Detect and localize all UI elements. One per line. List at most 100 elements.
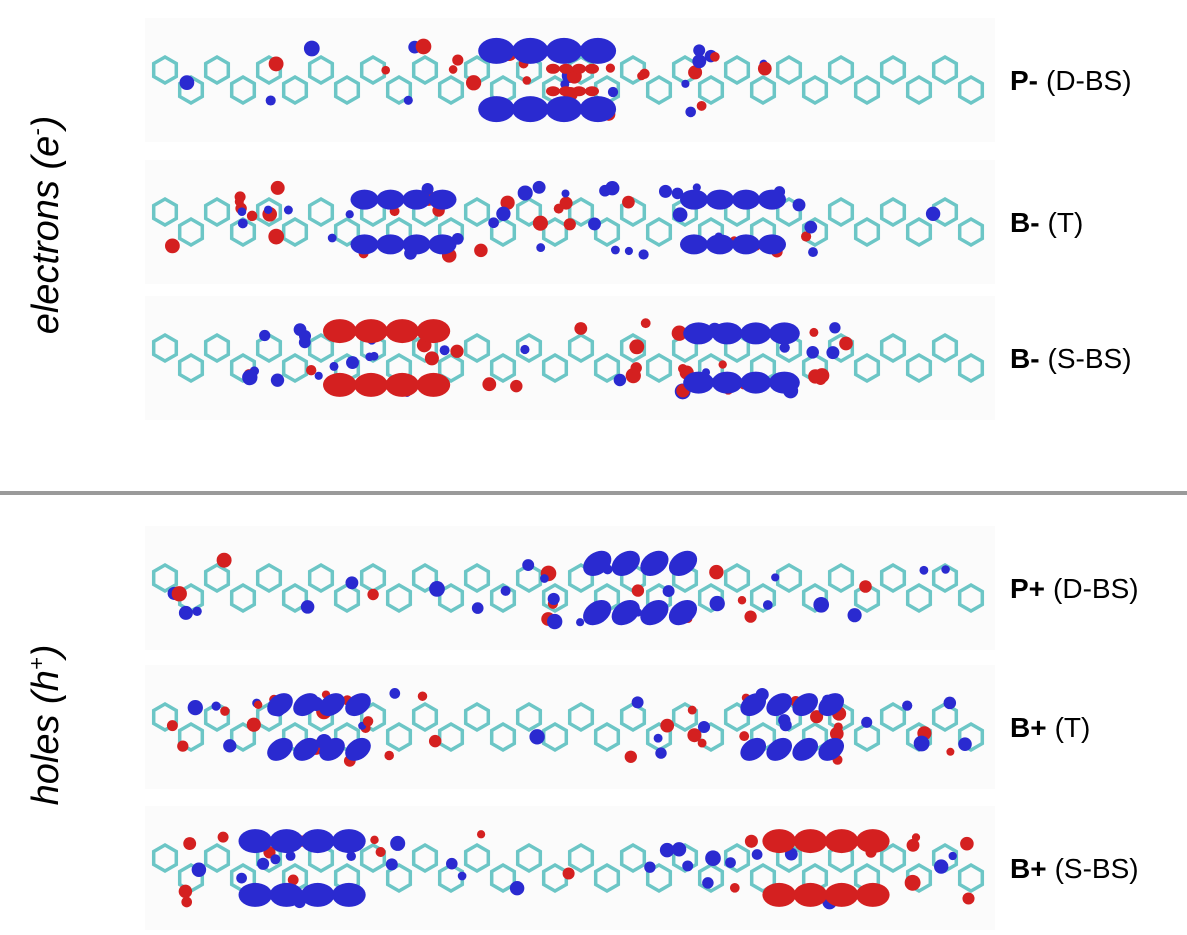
atom xyxy=(902,700,912,710)
orbital-lobe xyxy=(683,322,714,344)
row-state: (T) xyxy=(1048,207,1084,238)
atom xyxy=(548,593,560,605)
atom xyxy=(730,883,740,893)
atom xyxy=(608,87,618,97)
atom xyxy=(346,210,354,218)
atom xyxy=(477,830,485,838)
atom xyxy=(632,584,644,596)
atom xyxy=(179,885,192,898)
atom xyxy=(839,337,853,351)
orbital-lobe xyxy=(740,372,771,394)
atom xyxy=(181,897,192,908)
atom xyxy=(254,701,262,709)
atom xyxy=(738,596,746,604)
atom xyxy=(564,218,576,230)
orbital-lobe xyxy=(403,234,431,254)
orbital-lobe xyxy=(762,883,796,907)
atom xyxy=(655,747,666,758)
atom xyxy=(452,55,463,66)
atom xyxy=(914,736,930,752)
molecule xyxy=(145,806,995,930)
atom xyxy=(632,696,644,708)
atom xyxy=(663,585,675,597)
atom xyxy=(425,351,439,365)
orbital-lobe xyxy=(301,829,335,853)
orbital-lobe xyxy=(270,829,304,853)
atom xyxy=(659,185,672,198)
orbital-lobe xyxy=(585,64,599,74)
molecule xyxy=(145,160,995,284)
atom xyxy=(808,369,822,383)
row-state: (T) xyxy=(1055,712,1091,743)
atom xyxy=(284,206,293,215)
orbital-lobe xyxy=(385,319,419,343)
atom xyxy=(672,842,686,856)
atom xyxy=(739,731,749,741)
orbital-lobe xyxy=(332,883,366,907)
orbital-lobe xyxy=(512,96,548,122)
atom xyxy=(474,244,488,258)
atom xyxy=(306,365,316,375)
atom xyxy=(389,688,400,699)
orbital-lobe xyxy=(301,883,335,907)
atom xyxy=(177,740,188,751)
orbital-lobe xyxy=(417,319,451,343)
atom xyxy=(381,66,390,75)
atom xyxy=(376,847,386,857)
atom xyxy=(946,748,954,756)
atom xyxy=(710,596,725,611)
orbital-lobe xyxy=(572,86,586,96)
atom xyxy=(466,75,481,90)
row-name: P- xyxy=(1010,65,1038,96)
atom xyxy=(960,837,974,851)
orbital-lobe xyxy=(270,883,304,907)
molecule xyxy=(145,18,995,142)
group-label-text: holes (h xyxy=(25,670,67,805)
atom xyxy=(345,576,358,589)
orbital-lobe xyxy=(323,373,357,397)
atom xyxy=(449,65,458,74)
orbital-lobe xyxy=(354,373,388,397)
orbital-lobe xyxy=(794,883,828,907)
atom xyxy=(501,586,511,596)
row-label: B+ (T) xyxy=(1010,712,1090,743)
row-name: P+ xyxy=(1010,573,1045,604)
group-label: electrons (e-) xyxy=(24,116,67,335)
atom xyxy=(660,719,674,733)
row-name: B- xyxy=(1010,343,1040,374)
orbital-lobe xyxy=(794,829,828,853)
orbital-lobe xyxy=(680,234,708,254)
atom xyxy=(404,96,413,105)
row-label: P-(D-BS) xyxy=(1010,65,1132,96)
atom xyxy=(429,581,445,597)
orbital-lobe xyxy=(856,883,890,907)
orbital-lobe xyxy=(683,372,714,394)
atom xyxy=(510,881,524,895)
atom xyxy=(518,185,533,200)
atom xyxy=(315,372,323,380)
atom xyxy=(638,249,648,259)
group-label: holes (h+) xyxy=(24,645,67,806)
row-name: B+ xyxy=(1010,712,1047,743)
molecule xyxy=(145,296,995,420)
atom xyxy=(809,328,818,337)
atom xyxy=(223,739,236,752)
atom xyxy=(829,322,840,333)
rows xyxy=(145,18,995,930)
atom xyxy=(330,362,339,371)
atom xyxy=(510,380,522,392)
atom xyxy=(440,345,450,355)
atom xyxy=(363,716,373,726)
atom xyxy=(771,573,779,581)
atom xyxy=(813,597,829,613)
atom xyxy=(944,697,957,710)
orbital-lobe xyxy=(580,96,616,122)
atom xyxy=(299,330,311,342)
atom xyxy=(167,720,178,731)
atom xyxy=(536,243,545,252)
atom xyxy=(563,867,575,879)
atom xyxy=(192,863,206,877)
atom xyxy=(941,565,950,574)
molecule xyxy=(145,526,995,650)
orbital-lobe xyxy=(323,319,357,343)
